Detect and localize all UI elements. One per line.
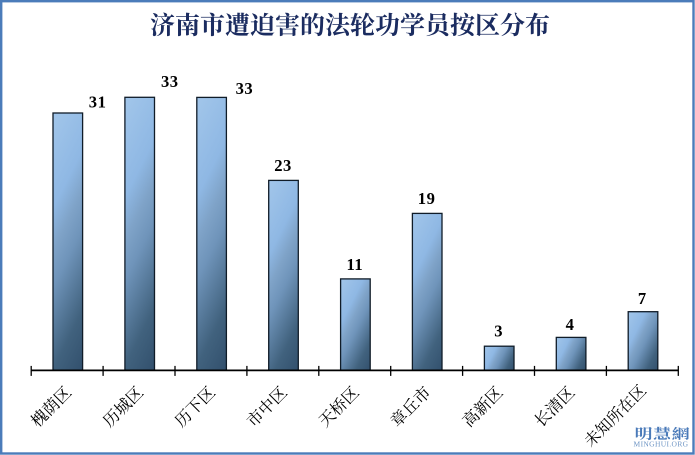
svg-text:7: 7 <box>638 289 647 308</box>
svg-text:31: 31 <box>89 92 107 111</box>
svg-text:33: 33 <box>161 72 179 91</box>
svg-text:11: 11 <box>346 255 363 274</box>
svg-text:MINGHUI.ORG: MINGHUI.ORG <box>634 440 689 449</box>
svg-text:3: 3 <box>494 322 503 341</box>
svg-text:19: 19 <box>418 189 436 208</box>
svg-text:4: 4 <box>566 315 575 334</box>
svg-text:23: 23 <box>274 156 292 175</box>
svg-text:33: 33 <box>236 79 254 98</box>
